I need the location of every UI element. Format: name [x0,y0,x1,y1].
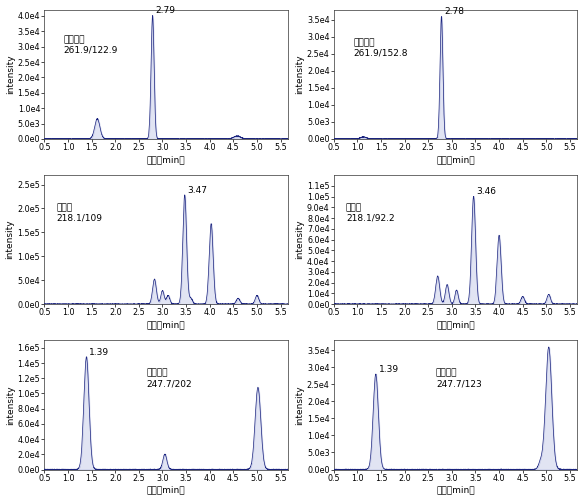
X-axis label: 时间（min）: 时间（min） [147,155,185,164]
Text: 3.47: 3.47 [188,186,208,195]
Y-axis label: intensity: intensity [295,385,304,424]
Y-axis label: intensity: intensity [295,220,304,260]
Text: 3.46: 3.46 [476,187,496,196]
Text: 硕苯硕酸
247.7/202: 硕苯硕酸 247.7/202 [146,368,192,388]
Text: 1.39: 1.39 [89,348,110,356]
Text: 1.39: 1.39 [378,365,399,374]
Y-axis label: intensity: intensity [6,54,15,94]
X-axis label: 时间（min）: 时间（min） [147,320,185,329]
Text: 洛克沙硕
261.9/152.8: 洛克沙硕 261.9/152.8 [353,38,408,58]
Text: 洛克沙硕
261.9/122.9: 洛克沙硕 261.9/122.9 [64,36,118,55]
X-axis label: 时间（min）: 时间（min） [147,486,185,494]
X-axis label: 时间（min）: 时间（min） [436,486,475,494]
Y-axis label: intensity: intensity [6,220,15,260]
Y-axis label: intensity: intensity [6,385,15,424]
Text: 硕苯硕酸
247.7/123: 硕苯硕酸 247.7/123 [436,368,482,388]
Text: 2.78: 2.78 [444,7,464,16]
Text: 2.79: 2.79 [156,6,175,15]
Text: 阿散酸
218.1/92.2: 阿散酸 218.1/92.2 [346,204,395,223]
X-axis label: 时间（min）: 时间（min） [436,320,475,329]
X-axis label: 时间（min）: 时间（min） [436,155,475,164]
Y-axis label: intensity: intensity [295,54,304,94]
Text: 阿散酸
218.1/109: 阿散酸 218.1/109 [57,204,103,223]
